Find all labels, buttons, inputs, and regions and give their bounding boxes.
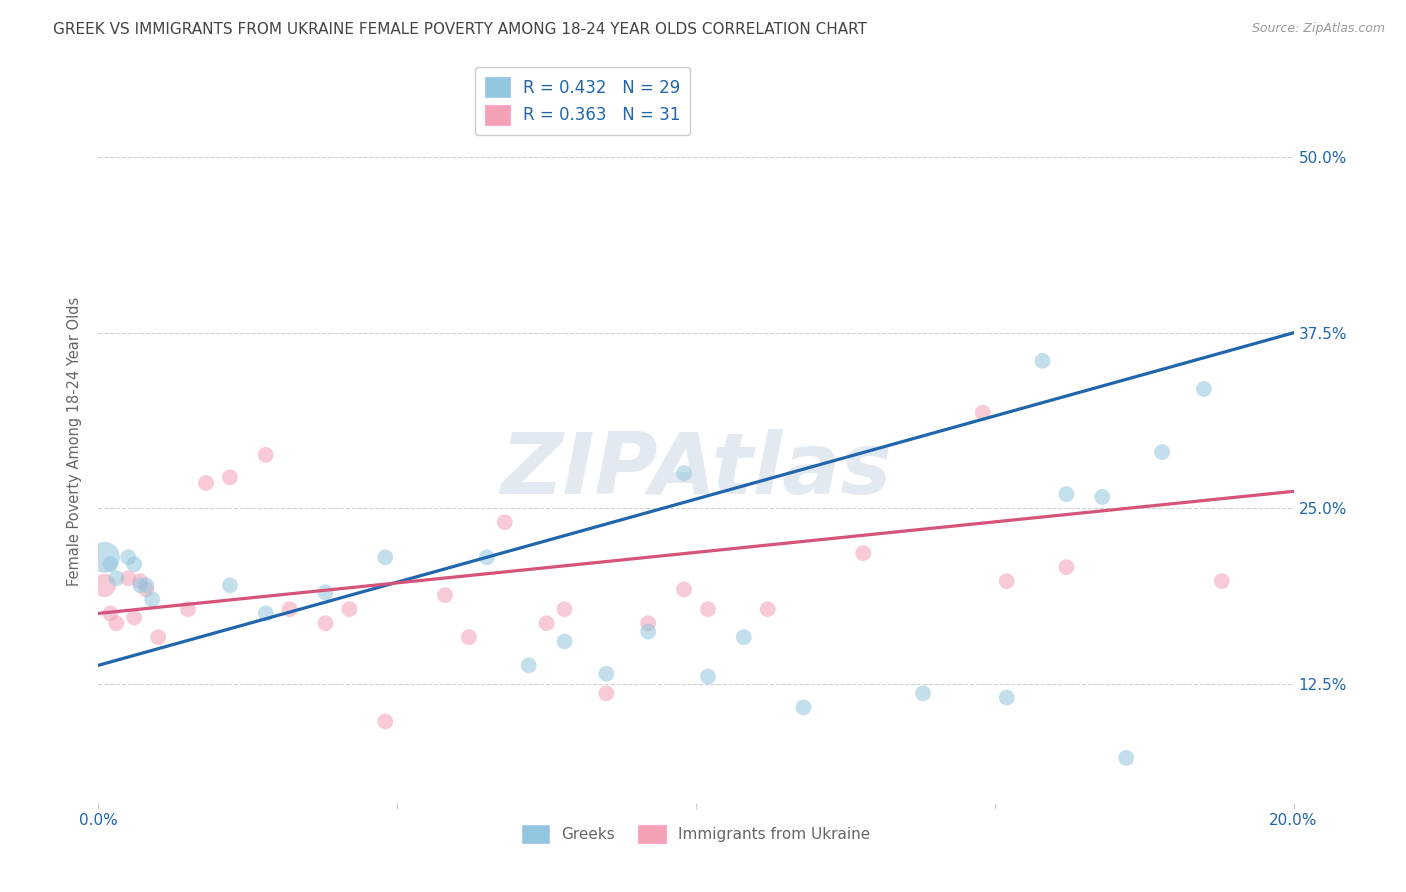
- Point: [995, 690, 1018, 705]
- Point: [1056, 487, 1078, 501]
- Point: [1056, 560, 1078, 574]
- Point: [124, 558, 146, 572]
- Point: [494, 515, 516, 529]
- Point: [458, 630, 481, 644]
- Point: [733, 630, 755, 644]
- Point: [475, 550, 498, 565]
- Point: [1211, 574, 1233, 588]
- Point: [219, 470, 242, 484]
- Text: GREEK VS IMMIGRANTS FROM UKRAINE FEMALE POVERTY AMONG 18-24 YEAR OLDS CORRELATIO: GREEK VS IMMIGRANTS FROM UKRAINE FEMALE …: [53, 22, 868, 37]
- Point: [177, 602, 200, 616]
- Point: [1115, 751, 1137, 765]
- Point: [1032, 354, 1054, 368]
- Text: Source: ZipAtlas.com: Source: ZipAtlas.com: [1251, 22, 1385, 36]
- Point: [1192, 382, 1215, 396]
- Point: [129, 578, 152, 592]
- Point: [756, 602, 779, 616]
- Point: [254, 607, 277, 621]
- Text: ZIPAtlas: ZIPAtlas: [501, 429, 891, 512]
- Point: [374, 714, 396, 729]
- Point: [595, 686, 617, 700]
- Point: [517, 658, 540, 673]
- Point: [673, 582, 696, 597]
- Point: [135, 578, 157, 592]
- Point: [219, 578, 242, 592]
- Point: [673, 466, 696, 480]
- Point: [105, 571, 128, 585]
- Point: [98, 558, 122, 572]
- Point: [93, 550, 115, 565]
- Point: [595, 666, 617, 681]
- Point: [434, 588, 457, 602]
- Point: [129, 574, 152, 588]
- Point: [141, 592, 163, 607]
- Point: [117, 571, 139, 585]
- Point: [105, 616, 128, 631]
- Point: [315, 585, 337, 599]
- Point: [117, 550, 139, 565]
- Point: [697, 669, 720, 683]
- Point: [1091, 490, 1114, 504]
- Point: [315, 616, 337, 631]
- Point: [637, 624, 659, 639]
- Point: [148, 630, 170, 644]
- Point: [995, 574, 1018, 588]
- Y-axis label: Female Poverty Among 18-24 Year Olds: Female Poverty Among 18-24 Year Olds: [67, 297, 83, 586]
- Point: [554, 634, 576, 648]
- Point: [972, 406, 994, 420]
- Point: [912, 686, 935, 700]
- Point: [536, 616, 558, 631]
- Point: [195, 475, 218, 490]
- Point: [554, 602, 576, 616]
- Point: [124, 610, 146, 624]
- Point: [98, 607, 122, 621]
- Point: [374, 550, 396, 565]
- Point: [793, 700, 815, 714]
- Point: [278, 602, 301, 616]
- Point: [93, 578, 115, 592]
- Point: [1152, 445, 1174, 459]
- Legend: Greeks, Immigrants from Ukraine: Greeks, Immigrants from Ukraine: [516, 819, 876, 849]
- Point: [135, 582, 157, 597]
- Point: [339, 602, 361, 616]
- Point: [637, 616, 659, 631]
- Point: [852, 546, 875, 560]
- Point: [254, 448, 277, 462]
- Point: [697, 602, 720, 616]
